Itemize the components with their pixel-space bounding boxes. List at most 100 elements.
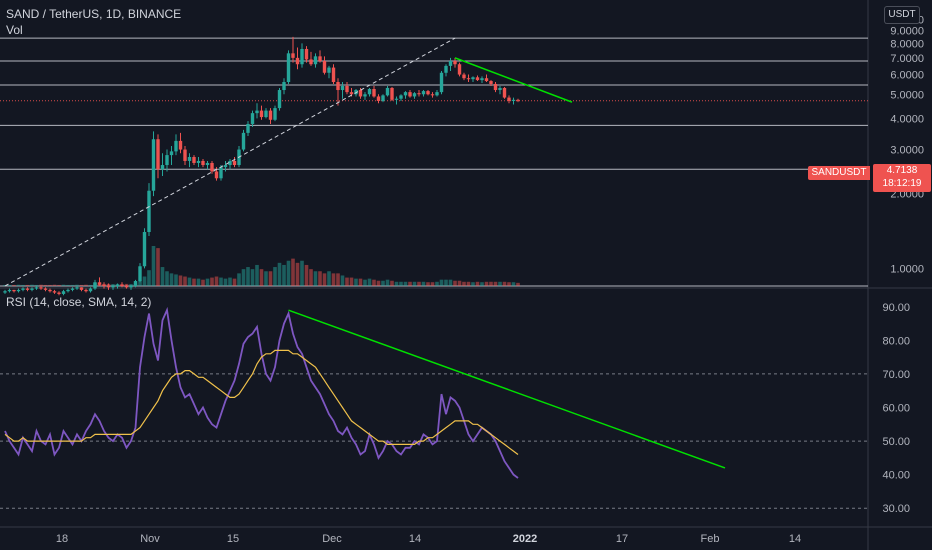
volume-bar <box>187 277 192 286</box>
volume-bar <box>349 277 354 286</box>
symbol-legend[interactable]: SAND / TetherUS, 1D, BINANCE <box>6 7 182 21</box>
rsi-legend[interactable]: RSI (14, close, SMA, 14, 2) <box>6 295 152 309</box>
volume-bar <box>57 284 61 286</box>
volume-bar <box>192 278 196 286</box>
candle-body <box>385 87 390 96</box>
candle-body <box>466 78 471 80</box>
volume-bar <box>273 267 277 286</box>
candle-body <box>277 90 282 109</box>
volume-bar <box>300 260 304 286</box>
candle-body <box>412 93 417 97</box>
rsi-axis-tick-label: 70.00 <box>882 369 910 381</box>
price-axis-tick-label: 7.0000 <box>890 53 924 65</box>
candle-body <box>124 286 129 288</box>
volume-bar <box>493 281 498 286</box>
candle-body <box>66 289 70 292</box>
volume-bar <box>196 278 201 286</box>
candle-body <box>57 292 61 294</box>
volume-bar <box>457 280 462 286</box>
candle-body <box>111 286 115 288</box>
candle-body <box>273 108 277 120</box>
candle-body <box>421 91 426 95</box>
candle-body <box>93 282 97 289</box>
candle-body <box>201 160 205 166</box>
volume-bar <box>498 281 502 286</box>
volume-bar <box>34 284 39 286</box>
volume-bar <box>502 281 507 286</box>
candle-body <box>516 99 520 101</box>
candle-body <box>70 288 75 290</box>
price-axis-tick-label: 9.0000 <box>890 26 924 38</box>
volume-bar <box>354 278 358 286</box>
candle-body <box>475 77 480 81</box>
candle-body <box>453 61 457 65</box>
volume-bar <box>201 279 205 286</box>
candle-body <box>84 289 88 292</box>
volume-bar <box>466 281 471 286</box>
volume-bar <box>147 270 151 286</box>
price-axis-tick-label: 8.0000 <box>890 38 924 50</box>
candle-body <box>498 87 502 91</box>
candle-body <box>106 286 111 288</box>
volume-bar <box>516 282 520 286</box>
time-axis-tick-label: 14 <box>789 533 801 545</box>
candle-body <box>327 67 331 73</box>
last-price-tag: 4.7138 18:12:19 <box>873 164 931 192</box>
volume-bar <box>390 280 394 286</box>
dashed-trendline <box>4 37 456 287</box>
candle-body <box>61 291 66 294</box>
candle-body <box>39 287 43 289</box>
price-axis-tick-label: 4.0000 <box>890 113 924 125</box>
volume-bar <box>367 278 372 286</box>
candle-body <box>115 284 120 286</box>
volume-bar <box>489 281 493 286</box>
candle-body <box>345 85 349 93</box>
candle-body <box>160 165 165 170</box>
candle-body <box>367 88 372 95</box>
candle-body <box>147 190 151 233</box>
volume-bar <box>439 279 444 286</box>
volume-legend[interactable]: Vol <box>6 23 23 37</box>
volume-bar <box>282 264 286 286</box>
candle-body <box>430 94 435 96</box>
volume-bar <box>417 281 421 286</box>
candle-body <box>381 95 385 101</box>
candle-body <box>471 77 475 80</box>
candle-body <box>21 288 25 290</box>
volume-bar <box>174 274 178 286</box>
volume-bar <box>7 284 12 286</box>
volume-bar <box>448 279 453 286</box>
rsi-axis-tick-label: 30.00 <box>882 503 910 515</box>
candle-body <box>268 110 273 120</box>
volume-bar <box>381 280 385 286</box>
currency-button[interactable]: USDT <box>884 6 920 24</box>
volume-bar <box>507 282 511 286</box>
candle-body <box>304 48 309 60</box>
candle-body <box>16 289 21 292</box>
candle-body <box>399 95 403 99</box>
volume-bar <box>66 284 70 286</box>
volume-bar <box>291 258 295 286</box>
volume-bar <box>70 284 75 286</box>
volume-bar <box>480 282 484 286</box>
candle-body <box>52 291 57 293</box>
volume-bar <box>511 282 516 286</box>
volume-bar <box>295 262 300 286</box>
candle-body <box>511 99 516 101</box>
volume-bar <box>403 281 408 286</box>
rsi-axis-tick-label: 40.00 <box>882 470 910 482</box>
volume-bar <box>444 279 448 286</box>
volume-bar <box>156 248 160 286</box>
volume-bar <box>43 284 48 286</box>
candle-body <box>376 96 381 101</box>
rsi-green-trendline <box>288 309 726 469</box>
candle-body <box>246 123 250 133</box>
volume-bar <box>210 277 214 286</box>
volume-bar <box>327 271 331 286</box>
candle-body <box>340 85 345 91</box>
volume-bar <box>16 284 21 286</box>
candle-body <box>196 160 201 163</box>
volume-bar <box>205 278 210 286</box>
volume-bar <box>318 271 322 286</box>
